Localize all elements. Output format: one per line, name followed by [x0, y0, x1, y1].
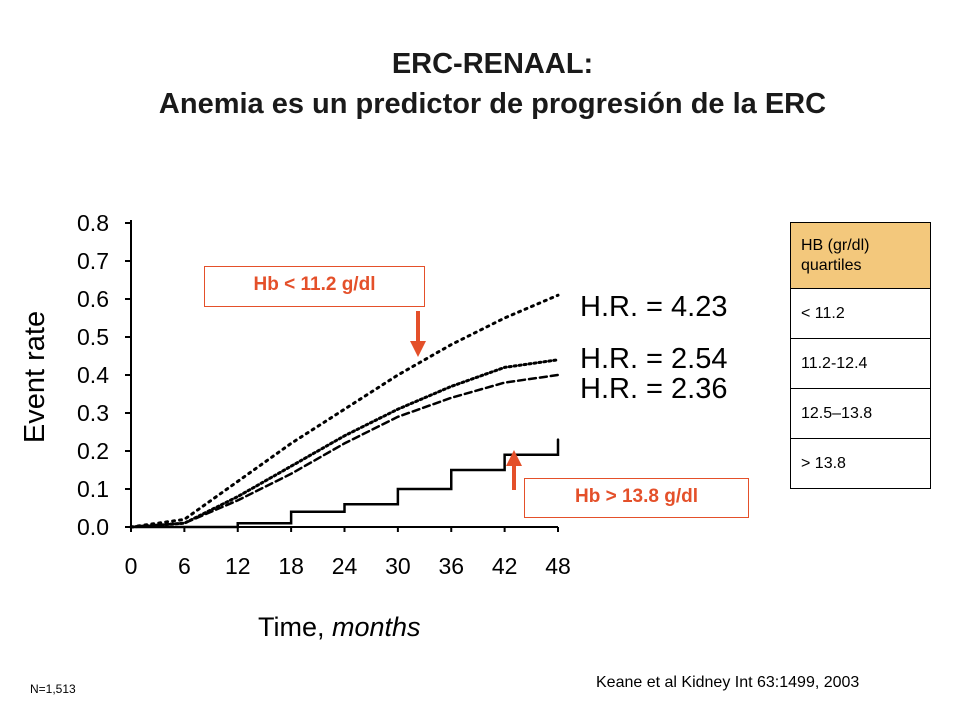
slide-title-line2: Anemia es un predictor de progresión de … [158, 88, 827, 120]
hazard-ratio-label: H.R. = 2.54 [580, 343, 728, 375]
x-tick-label: 36 [438, 553, 464, 579]
sample-size-note: N=1,513 [30, 682, 76, 696]
quartile-row: 12.5–13.8 [790, 388, 931, 439]
series-line-2 [129, 373, 560, 529]
x-tick-label: 0 [125, 553, 138, 579]
series-line-3 [129, 438, 560, 529]
slide-title-line1: ERC-RENAAL: [391, 48, 594, 80]
y-tick-label: 0.4 [77, 362, 109, 388]
hazard-ratio-label: H.R. = 2.36 [580, 373, 728, 405]
x-tick-label: 42 [492, 553, 518, 579]
quartile-table: HB (gr/dl) quartiles < 11.2 11.2-12.4 12… [790, 222, 931, 489]
y-tick-label: 0.8 [77, 210, 109, 236]
y-tick-label: 0.3 [77, 400, 109, 426]
x-tick-label: 12 [225, 553, 251, 579]
hazard-ratio-label: H.R. = 4.23 [580, 291, 728, 323]
callout-hb-low: Hb < 11.2 g/dl [204, 266, 425, 307]
y-tick-label: 0.6 [77, 286, 109, 312]
quartile-row: 11.2-12.4 [790, 338, 931, 389]
y-tick-label: 0.0 [77, 514, 109, 540]
quartile-row: < 11.2 [790, 288, 931, 339]
citation: Keane et al Kidney Int 63:1499, 2003 [596, 674, 860, 691]
quartile-row: > 13.8 [790, 438, 931, 489]
callout-arrowhead-high [506, 450, 522, 466]
x-tick-label: 48 [545, 553, 571, 579]
series-line-0 [129, 293, 560, 529]
y-tick-label: 0.1 [77, 476, 109, 502]
x-tick-label: 24 [332, 553, 358, 579]
quartile-table-header: HB (gr/dl) quartiles [790, 222, 931, 289]
callout-hb-high: Hb > 13.8 g/dl [524, 478, 749, 518]
callout-arrowhead-low [410, 341, 426, 357]
x-axis-label: Time, months [258, 612, 421, 642]
x-tick-label: 30 [385, 553, 411, 579]
x-tick-label: 18 [278, 553, 304, 579]
y-tick-label: 0.5 [77, 324, 109, 350]
y-tick-label: 0.7 [77, 248, 109, 274]
slide-title: ERC-RENAAL: Anemia es un predictor de pr… [0, 44, 960, 124]
x-tick-label: 6 [178, 553, 191, 579]
y-axis-label: Event rate [19, 311, 51, 443]
y-tick-label: 0.2 [77, 438, 109, 464]
